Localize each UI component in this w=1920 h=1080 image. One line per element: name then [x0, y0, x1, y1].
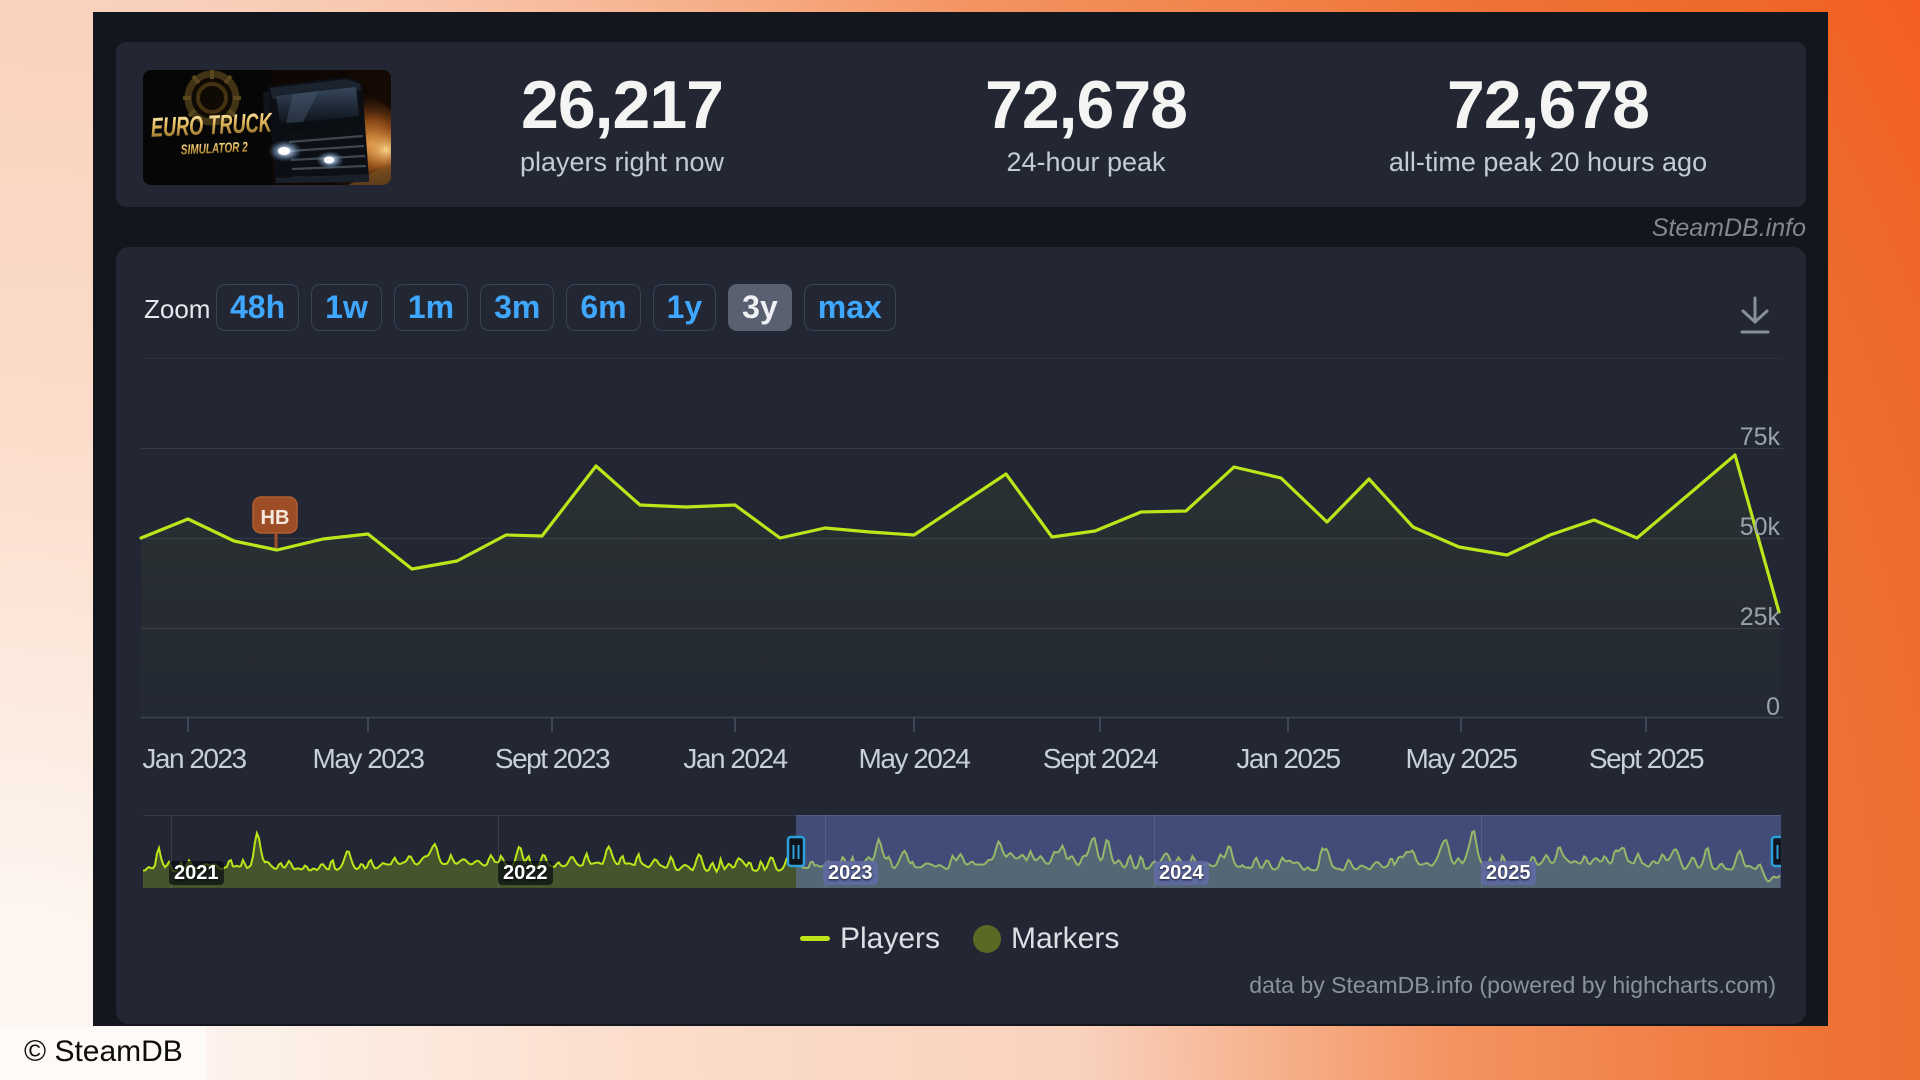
svg-text:EURO TRUCK: EURO TRUCK: [150, 107, 274, 142]
svg-text:HB: HB: [261, 507, 290, 529]
svg-text:SIMULATOR 2: SIMULATOR 2: [180, 139, 248, 158]
